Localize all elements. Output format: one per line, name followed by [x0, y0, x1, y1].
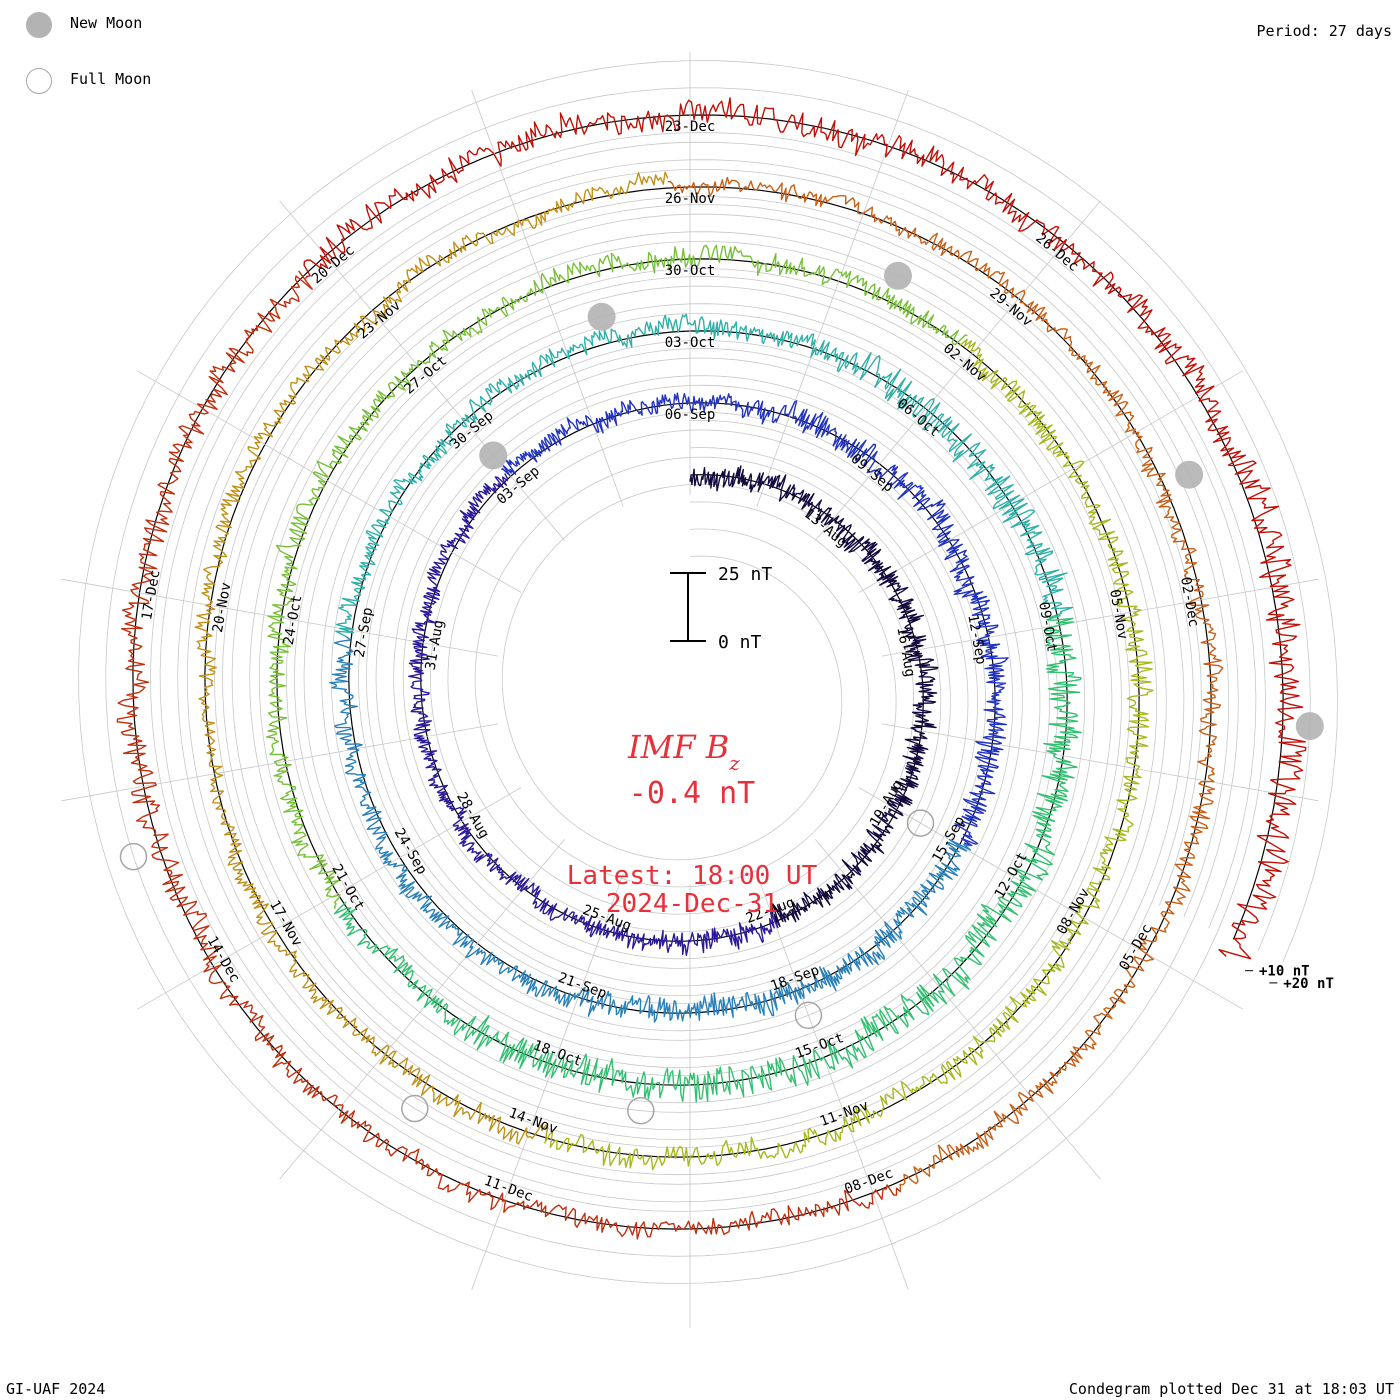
chart-title-subscript: z	[728, 751, 740, 775]
reference-spiral-2	[159, 141, 1257, 1203]
full-moon-icon	[26, 68, 52, 94]
radial-line-13	[61, 723, 499, 802]
radial-line-3	[858, 370, 1244, 593]
reference-spiral-1	[186, 168, 1230, 1176]
outer-tick-labels: +20 nT+10 nT	[1245, 964, 1334, 992]
bz-trace-segment-0	[689, 465, 939, 928]
new-moon-marker-0	[479, 441, 508, 470]
radial-line-15	[136, 370, 522, 593]
outer-tick-label-1: +10 nT	[1259, 964, 1310, 980]
radial-line-6	[858, 787, 1244, 1010]
radial-line-7	[814, 839, 1101, 1180]
moon-phase-markers	[119, 261, 1324, 1125]
radial-line-12	[136, 787, 522, 1010]
radial-line-14	[61, 578, 499, 657]
current-value: -0.4 nT	[629, 776, 755, 811]
date-label-39: 08-Dec	[842, 1165, 895, 1197]
full-moon-marker-2	[627, 1096, 655, 1125]
reference-spiral-0	[214, 196, 1202, 1148]
new-moon-icon	[26, 12, 52, 38]
radial-line-8	[756, 873, 909, 1290]
scale-bar-top-label: 25 nT	[718, 564, 772, 585]
moon-legend: New Moon Full Moon	[26, 12, 226, 124]
chart-title-text: IMF B	[627, 728, 729, 766]
bz-trace-segment-11	[303, 97, 1307, 960]
full-moon-marker-4	[119, 842, 148, 871]
date-label-26: 30-Oct	[665, 263, 716, 279]
new-moon-marker-2	[884, 261, 912, 290]
radial-line-11	[279, 839, 566, 1180]
new-moon-marker-4	[1295, 712, 1324, 741]
date-label-8: 06-Sep	[665, 407, 716, 423]
date-label-35: 26-Nov	[665, 191, 716, 207]
bz-trace-segment-5	[333, 614, 1082, 1103]
new-moon-label: New Moon	[70, 14, 143, 32]
bz-trace-segment-10	[116, 270, 902, 1240]
new-moon-marker-3	[1175, 460, 1204, 489]
radial-line-4	[881, 578, 1319, 657]
new-moon-marker-1	[587, 302, 616, 331]
date-label-1: 16-Aug	[893, 626, 918, 679]
legend-new-moon: New Moon	[26, 12, 226, 42]
scale-bar: 25 nT 0 nT	[670, 564, 772, 653]
chart-title: IMF Bz	[627, 728, 740, 775]
bz-trace-segment-1	[408, 473, 779, 956]
radial-line-5	[881, 723, 1319, 802]
outer-tick-label-0: +20 nT	[1283, 976, 1334, 992]
legend-full-moon: Full Moon	[26, 68, 226, 98]
period-label: Period: 27 days	[1256, 22, 1392, 40]
credit-label: GI-UAF 2024	[6, 1380, 106, 1398]
radial-line-2	[814, 200, 1101, 541]
full-moon-label: Full Moon	[70, 70, 152, 88]
date-label-10: 12-Sep	[964, 613, 989, 666]
bz-trace-segment-9	[667, 176, 1224, 1192]
radial-line-1	[756, 90, 909, 507]
latest-date: 2024-Dec-31	[606, 889, 778, 919]
date-label-17: 03-Oct	[665, 335, 716, 351]
scale-bar-bottom-label: 0 nT	[718, 632, 762, 653]
radial-reference-lines	[61, 51, 1338, 1329]
latest-time: Latest: 18:00 UT	[567, 861, 818, 891]
bz-trace-segment-4	[335, 313, 1074, 637]
bz-trace	[116, 97, 1307, 1240]
bz-trace-segment-6	[265, 244, 968, 910]
plotted-label: Condegram plotted Dec 31 at 18:03 UT	[1068, 1380, 1394, 1398]
full-moon-marker-1	[794, 1001, 823, 1030]
radial-line-10	[471, 873, 624, 1290]
full-moon-marker-3	[401, 1094, 429, 1123]
reference-spiral-5	[78, 60, 1338, 1284]
date-label-40: 11-Dec	[482, 1173, 535, 1205]
bz-trace-segment-7	[543, 338, 1154, 1171]
bz-trace-segment-3	[329, 635, 972, 1023]
center-annotation: IMF Bz -0.4 nT Latest: 18:00 UT 2024-Dec…	[567, 728, 818, 919]
full-moon-marker-0	[906, 809, 935, 837]
bz-trace-segment-8	[194, 171, 669, 1145]
date-label-44: 23-Dec	[665, 119, 716, 135]
bz-trace-segment-2	[500, 392, 1009, 847]
